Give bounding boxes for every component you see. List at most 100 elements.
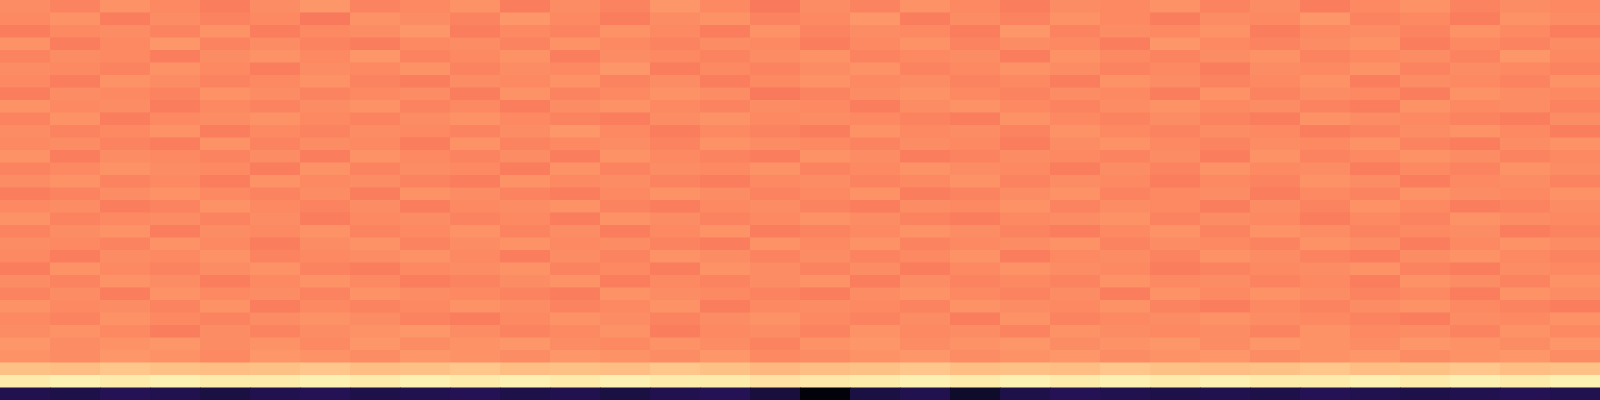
heatmap-cell xyxy=(1200,238,1251,251)
heatmap-cell xyxy=(450,63,501,76)
heatmap-cell xyxy=(50,88,101,101)
heatmap-cell xyxy=(50,63,101,76)
heatmap-cell xyxy=(650,338,701,351)
heatmap-cell xyxy=(1550,100,1600,113)
heatmap-cell xyxy=(1150,175,1201,188)
heatmap-cell xyxy=(650,313,701,326)
heatmap-cell xyxy=(1500,63,1551,76)
heatmap-cell xyxy=(1400,113,1451,126)
heatmap-cell xyxy=(1100,363,1151,376)
heatmap-cell xyxy=(1550,313,1600,326)
heatmap-cell xyxy=(1100,25,1151,38)
heatmap-cell xyxy=(150,300,201,313)
heatmap-cell xyxy=(1100,188,1151,201)
heatmap-cell xyxy=(550,338,601,351)
heatmap-cell xyxy=(550,188,601,201)
heatmap-cell xyxy=(0,275,51,288)
heatmap-cell xyxy=(400,175,451,188)
heatmap-cell xyxy=(50,100,101,113)
heatmap-cell xyxy=(1450,88,1501,101)
heatmap-cell xyxy=(1050,300,1101,313)
heatmap-cell xyxy=(1550,125,1600,138)
heatmap-cell xyxy=(1200,0,1251,13)
heatmap-cell xyxy=(900,263,951,276)
heatmap-cell xyxy=(1500,125,1551,138)
heatmap-cell xyxy=(1450,100,1501,113)
heatmap-cell xyxy=(1550,88,1600,101)
heatmap-cell xyxy=(50,288,101,301)
heatmap-cell xyxy=(1400,13,1451,26)
heatmap-cell xyxy=(500,175,551,188)
heatmap-cell xyxy=(650,200,701,213)
heatmap-cell xyxy=(200,263,251,276)
heatmap-cell xyxy=(900,150,951,163)
heatmap-cell xyxy=(200,125,251,138)
heatmap-cell xyxy=(800,188,851,201)
heatmap-cell xyxy=(500,13,551,26)
heatmap-cell xyxy=(450,225,501,238)
heatmap-cell xyxy=(450,263,501,276)
heatmap-cell xyxy=(350,388,401,400)
heatmap-cell xyxy=(650,25,701,38)
heatmap-cell xyxy=(1500,225,1551,238)
heatmap-cell xyxy=(50,238,101,251)
heatmap-cell xyxy=(450,363,501,376)
heatmap-cell xyxy=(450,325,501,338)
heatmap-cell xyxy=(750,350,801,363)
heatmap-cell xyxy=(350,325,401,338)
heatmap-cell xyxy=(1250,338,1301,351)
heatmap-cell xyxy=(1500,375,1551,388)
heatmap-cell xyxy=(1400,263,1451,276)
heatmap-cell xyxy=(800,150,851,163)
heatmap-cell xyxy=(750,150,801,163)
heatmap-cell xyxy=(50,113,101,126)
heatmap-cell xyxy=(1200,288,1251,301)
heatmap-cell xyxy=(400,138,451,151)
heatmap-cell xyxy=(1500,313,1551,326)
heatmap-cell xyxy=(50,125,101,138)
heatmap-cell xyxy=(700,75,751,88)
heatmap-cell xyxy=(1500,13,1551,26)
heatmap-cell xyxy=(100,313,151,326)
heatmap-cell xyxy=(900,75,951,88)
heatmap-cell xyxy=(450,163,501,176)
heatmap-cell xyxy=(1150,388,1201,400)
heatmap-cell xyxy=(550,288,601,301)
heatmap-cell xyxy=(1350,363,1401,376)
heatmap-cell xyxy=(1200,200,1251,213)
heatmap-cell xyxy=(1300,350,1351,363)
heatmap-cell xyxy=(750,225,801,238)
heatmap-cell xyxy=(550,50,601,63)
heatmap-cell xyxy=(1400,375,1451,388)
heatmap-cell xyxy=(300,263,351,276)
heatmap-cell xyxy=(1000,325,1051,338)
heatmap-cell xyxy=(850,138,901,151)
heatmap-cell xyxy=(0,288,51,301)
heatmap-cell xyxy=(50,138,101,151)
heatmap-cell xyxy=(1000,375,1051,388)
heatmap-cell xyxy=(1000,125,1051,138)
heatmap-cell xyxy=(150,50,201,63)
heatmap-cell xyxy=(1350,175,1401,188)
heatmap-cell xyxy=(50,250,101,263)
heatmap-cell xyxy=(950,300,1001,313)
heatmap-cell xyxy=(900,188,951,201)
heatmap-cell xyxy=(1400,163,1451,176)
heatmap-cell xyxy=(550,0,601,13)
heatmap-cell xyxy=(1200,75,1251,88)
heatmap-cell xyxy=(950,288,1001,301)
heatmap-cell xyxy=(300,275,351,288)
heatmap-cell xyxy=(550,25,601,38)
heatmap-cell xyxy=(350,25,401,38)
heatmap-cell xyxy=(250,363,301,376)
heatmap-cell xyxy=(400,375,451,388)
heatmap-cell xyxy=(650,263,701,276)
heatmap-cell xyxy=(950,88,1001,101)
heatmap-cell xyxy=(1050,250,1101,263)
heatmap-cell xyxy=(1050,263,1101,276)
heatmap-cell xyxy=(1000,0,1051,13)
heatmap-cell xyxy=(1200,125,1251,138)
heatmap-cell xyxy=(250,88,301,101)
heatmap-cell xyxy=(1550,175,1600,188)
heatmap-cell xyxy=(550,388,601,400)
